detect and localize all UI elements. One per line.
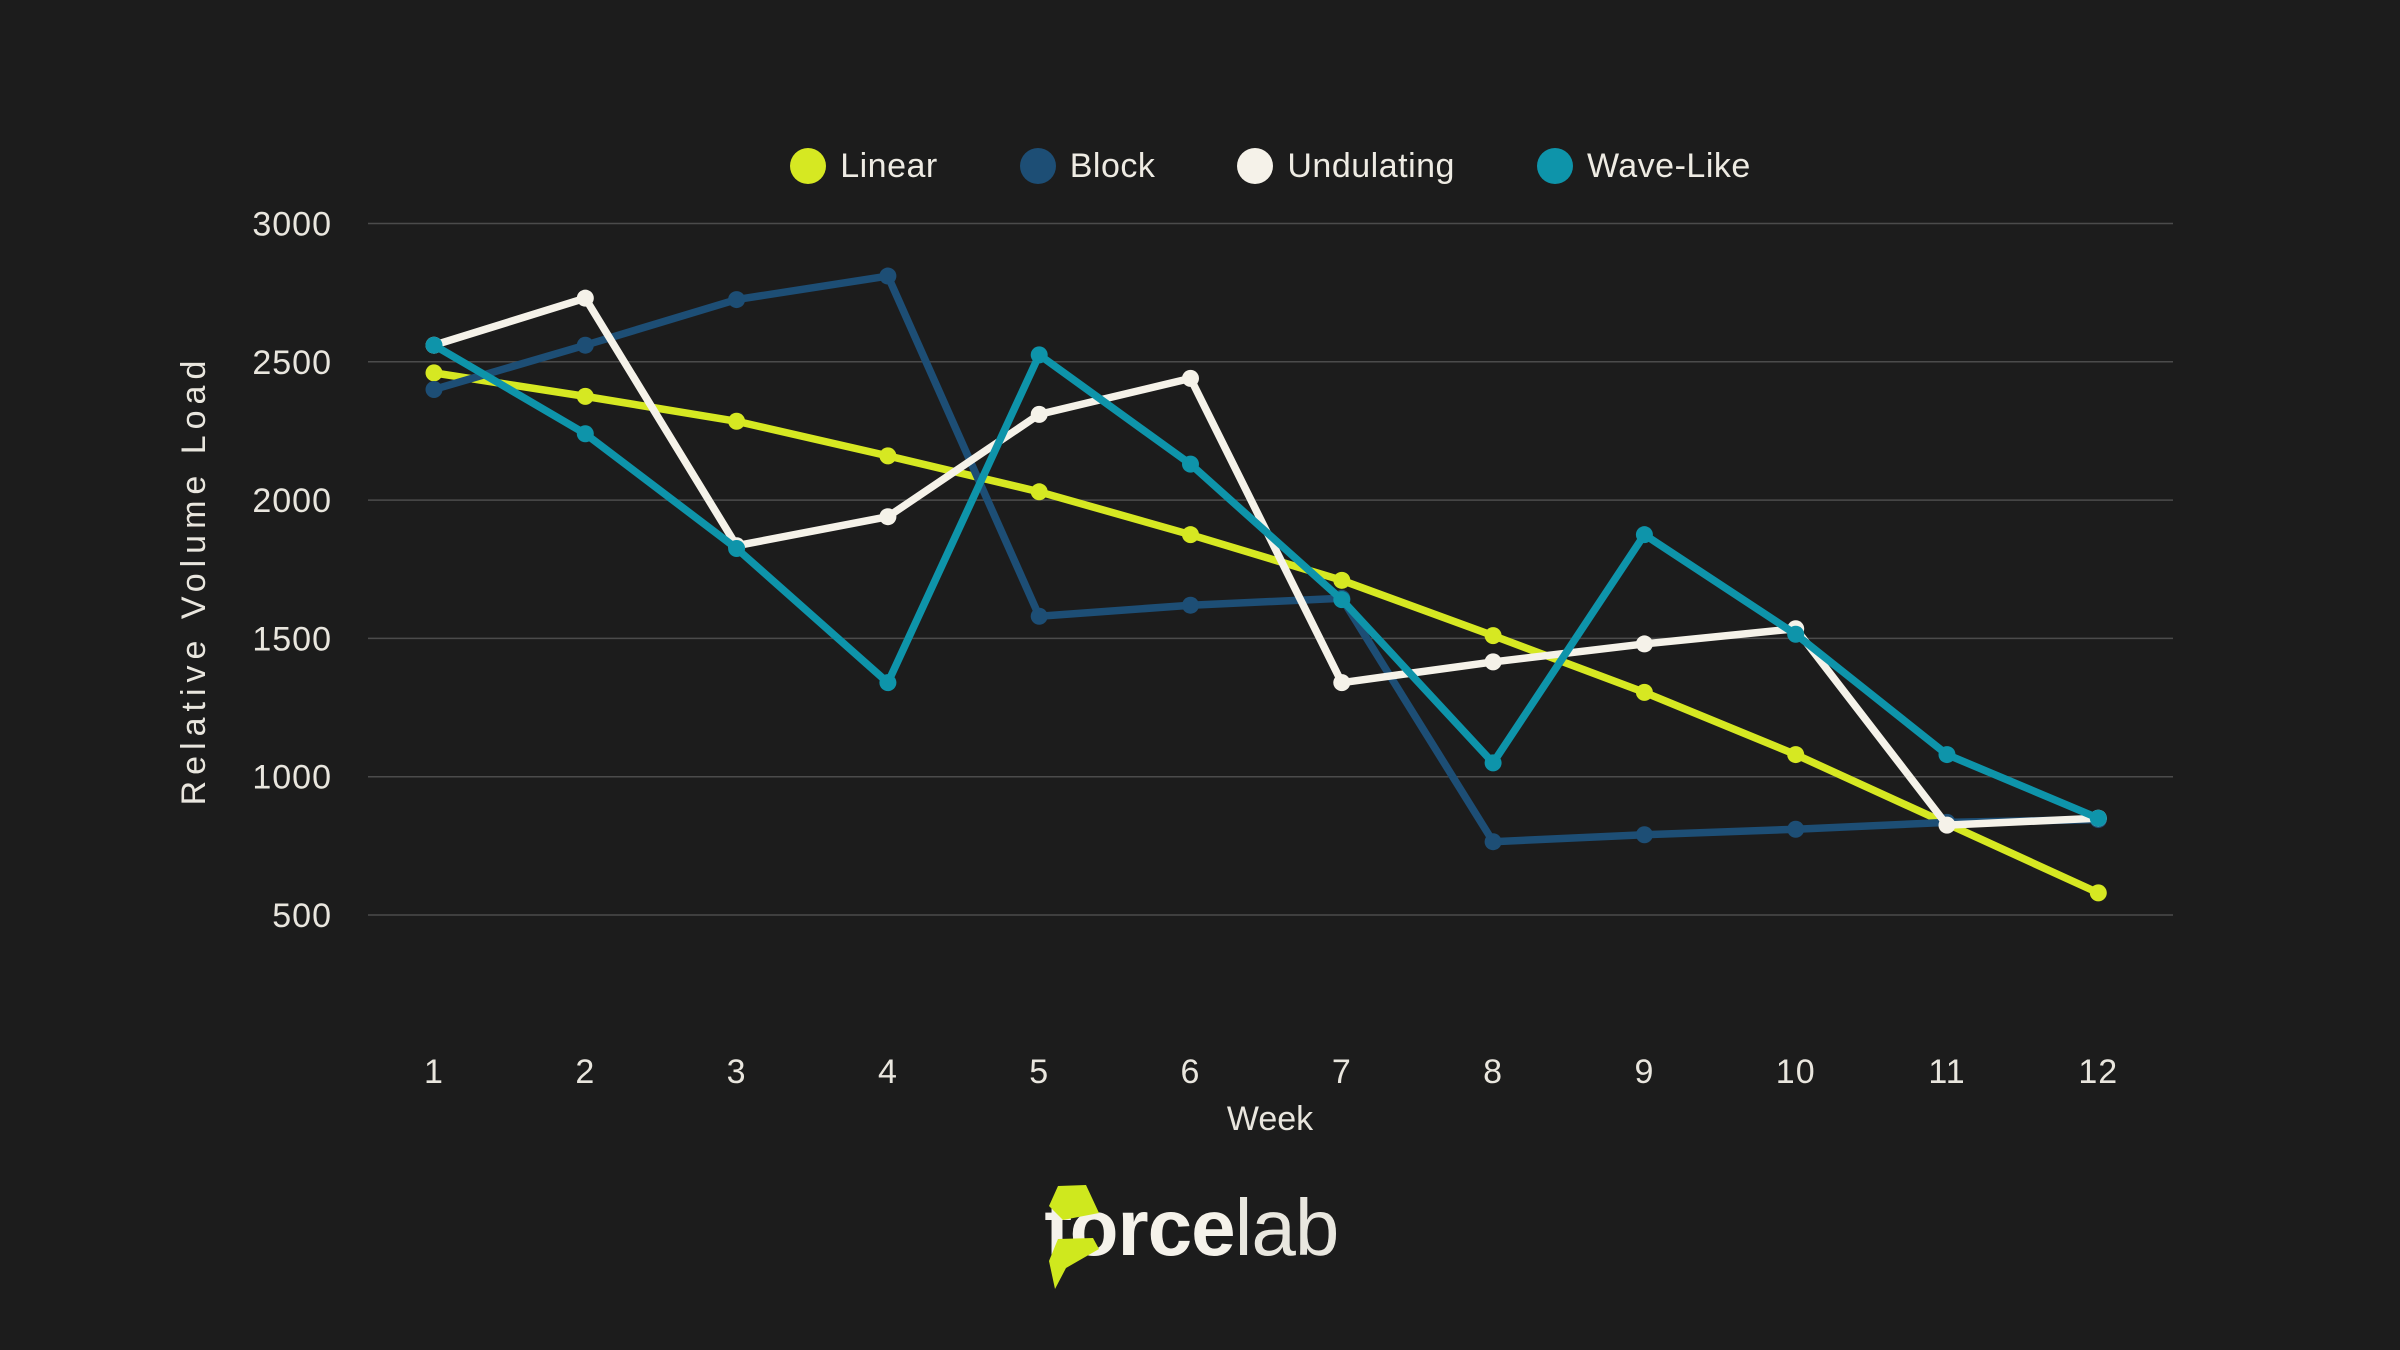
series-line-block — [430, 272, 2103, 846]
y-tick-label-2500: 2500 — [252, 344, 332, 382]
x-tick-label-5: 5 — [1029, 1053, 1049, 1091]
x-tick-label-12: 12 — [2078, 1053, 2118, 1091]
data-point-wave-like-week-9 — [1635, 526, 1653, 544]
legend-dot-linear — [790, 148, 827, 184]
data-point-block-week-8 — [1484, 833, 1502, 851]
legend-item-block: Block — [1019, 146, 1156, 186]
x-tick-label-9: 9 — [1634, 1053, 1654, 1091]
data-point-wave-like-week-8 — [1484, 754, 1502, 772]
y-tick-label-500: 500 — [272, 897, 332, 935]
series-line-linear — [430, 369, 2103, 897]
legend-dot-block — [1019, 148, 1056, 184]
data-point-wave-like-week-6 — [1182, 455, 1199, 473]
legend-item-undulating: Undulating — [1237, 147, 1455, 186]
data-point-wave-like-week-2 — [576, 425, 594, 443]
series-line-undulating — [430, 294, 2103, 829]
data-point-block-week-1 — [425, 380, 443, 398]
data-point-linear-week-1 — [425, 364, 443, 382]
data-point-wave-like-week-7 — [1333, 591, 1351, 609]
data-point-block-week-9 — [1635, 826, 1653, 844]
data-point-linear-week-8 — [1484, 627, 1502, 645]
series-lines — [425, 267, 2107, 902]
legend-label-block: Block — [1069, 146, 1156, 185]
data-point-wave-like-week-12 — [2089, 809, 2107, 827]
data-point-linear-week-3 — [728, 412, 746, 430]
data-point-linear-week-5 — [1030, 483, 1048, 501]
legend: Linear Block Undulating Wave-Like — [368, 146, 2173, 186]
y-axis-title: Relative Volume Load — [175, 355, 213, 806]
y-tick-label-1500: 1500 — [252, 620, 332, 658]
y-axis-tick-labels: 500 1000 1500 2000 2500 3000 — [252, 206, 332, 936]
data-point-linear-week-7 — [1333, 571, 1351, 589]
forcelab-logo-icon — [1049, 1185, 1099, 1289]
data-point-undulating-week-11 — [1938, 816, 1956, 834]
y-tick-label-2000: 2000 — [252, 482, 332, 520]
y-tick-label-1000: 1000 — [252, 759, 332, 797]
legend-label-wave-like: Wave-Like — [1586, 146, 1751, 185]
data-point-undulating-week-8 — [1484, 653, 1502, 671]
data-point-wave-like-week-10 — [1787, 625, 1805, 643]
x-tick-label-4: 4 — [878, 1053, 898, 1091]
x-tick-label-1: 1 — [424, 1053, 444, 1091]
brand-name-light: lab — [1234, 1183, 1340, 1272]
data-point-block-week-4 — [879, 267, 897, 285]
brand-logo: forcelab — [1030, 1172, 1339, 1289]
data-point-linear-week-2 — [576, 387, 594, 405]
y-tick-label-3000: 3000 — [252, 206, 332, 244]
data-point-linear-week-12 — [2089, 884, 2107, 902]
data-point-linear-week-6 — [1182, 526, 1199, 544]
x-tick-label-10: 10 — [1776, 1053, 1816, 1091]
legend-item-wave-like: Wave-Like — [1536, 146, 1751, 186]
series-line-wave-like — [430, 341, 2103, 822]
data-point-undulating-week-9 — [1635, 635, 1653, 653]
x-tick-label-2: 2 — [575, 1053, 595, 1091]
data-point-undulating-week-4 — [879, 508, 897, 526]
data-point-block-week-2 — [576, 336, 594, 354]
x-tick-label-3: 3 — [727, 1053, 747, 1091]
legend-label-linear: Linear — [840, 146, 938, 185]
data-point-linear-week-9 — [1635, 683, 1653, 701]
data-point-wave-like-week-11 — [1938, 746, 1956, 764]
legend-dot-wave-like — [1536, 148, 1573, 184]
data-point-undulating-week-5 — [1030, 405, 1048, 423]
x-tick-label-6: 6 — [1181, 1053, 1201, 1091]
legend-dot-undulating — [1237, 148, 1274, 184]
data-point-block-week-5 — [1030, 607, 1048, 625]
data-point-linear-week-10 — [1787, 746, 1805, 764]
x-axis-title: Week — [1227, 1100, 1314, 1138]
data-point-undulating-week-7 — [1333, 674, 1351, 692]
x-tick-label-8: 8 — [1483, 1053, 1503, 1091]
data-point-block-week-3 — [728, 291, 746, 309]
data-point-block-week-10 — [1787, 820, 1805, 838]
legend-label-undulating: Undulating — [1287, 146, 1455, 185]
data-point-wave-like-week-3 — [728, 540, 746, 558]
x-axis-tick-labels: 1 2 3 4 5 6 7 8 9 10 11 12 — [424, 1053, 2118, 1091]
data-point-undulating-week-2 — [576, 289, 594, 307]
data-point-linear-week-4 — [879, 447, 897, 465]
x-tick-label-7: 7 — [1332, 1053, 1352, 1091]
legend-item-linear: Linear — [790, 147, 938, 186]
data-point-block-week-6 — [1182, 596, 1199, 614]
data-point-undulating-week-6 — [1182, 369, 1199, 387]
x-tick-label-11: 11 — [1928, 1053, 1965, 1091]
data-point-wave-like-week-4 — [879, 674, 897, 692]
data-point-wave-like-week-1 — [425, 336, 443, 354]
data-point-wave-like-week-5 — [1030, 346, 1048, 364]
